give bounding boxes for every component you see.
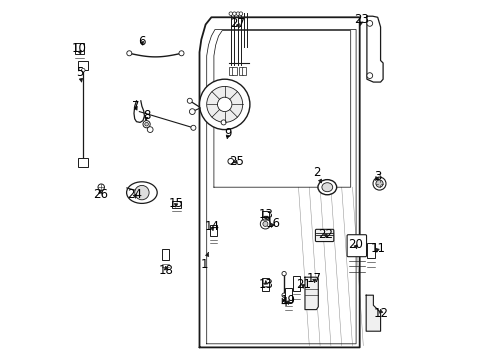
Bar: [232, 67, 236, 75]
Circle shape: [221, 120, 225, 125]
Circle shape: [187, 98, 192, 103]
Text: 27: 27: [229, 17, 244, 30]
Bar: [238, 67, 243, 75]
Bar: [228, 67, 232, 75]
Circle shape: [206, 86, 242, 122]
Text: 7: 7: [131, 100, 139, 113]
Text: 5: 5: [76, 66, 83, 82]
Circle shape: [217, 97, 231, 112]
Bar: [366, 243, 374, 258]
Circle shape: [263, 221, 267, 226]
Bar: [292, 276, 300, 291]
Circle shape: [227, 158, 233, 164]
Circle shape: [372, 177, 385, 190]
Circle shape: [142, 121, 150, 128]
Text: 23: 23: [353, 13, 368, 26]
Text: 19: 19: [280, 294, 295, 307]
Text: 11: 11: [369, 242, 385, 255]
Bar: [78, 158, 88, 167]
Circle shape: [366, 73, 372, 78]
Bar: [241, 67, 245, 75]
Text: 13: 13: [258, 278, 273, 291]
Polygon shape: [366, 295, 380, 331]
Text: 8: 8: [142, 109, 150, 122]
Bar: [261, 278, 268, 291]
Bar: [261, 211, 268, 224]
Text: 20: 20: [347, 238, 362, 251]
FancyBboxPatch shape: [315, 229, 333, 242]
Text: 21: 21: [295, 278, 310, 291]
Ellipse shape: [321, 183, 332, 192]
Text: 9: 9: [224, 127, 232, 140]
Bar: [162, 249, 168, 260]
Circle shape: [228, 12, 232, 15]
Circle shape: [232, 12, 236, 15]
Circle shape: [147, 127, 153, 132]
Bar: [284, 288, 291, 302]
Text: 3: 3: [373, 170, 381, 183]
Circle shape: [366, 21, 372, 26]
Text: 1: 1: [200, 253, 208, 271]
Circle shape: [282, 271, 285, 276]
Text: 12: 12: [373, 307, 388, 320]
Text: 10: 10: [71, 42, 86, 55]
Text: 16: 16: [265, 217, 280, 230]
Text: 13: 13: [258, 208, 273, 221]
Bar: [78, 61, 88, 70]
Circle shape: [260, 219, 270, 229]
Circle shape: [134, 185, 149, 200]
Text: 15: 15: [168, 197, 183, 210]
Text: 2: 2: [312, 166, 321, 183]
Text: 17: 17: [306, 273, 321, 285]
Ellipse shape: [126, 182, 157, 203]
Circle shape: [282, 293, 285, 297]
Circle shape: [179, 51, 183, 56]
Circle shape: [375, 180, 382, 187]
Polygon shape: [305, 277, 318, 310]
Circle shape: [98, 184, 104, 190]
Circle shape: [190, 125, 196, 130]
Text: 25: 25: [229, 156, 244, 168]
Circle shape: [189, 109, 195, 114]
Circle shape: [81, 68, 85, 72]
Bar: [75, 43, 84, 54]
Circle shape: [236, 12, 239, 15]
Circle shape: [239, 12, 242, 15]
Text: 26: 26: [93, 188, 108, 201]
Text: 22: 22: [317, 228, 332, 240]
Bar: [171, 201, 181, 208]
Text: 24: 24: [127, 188, 142, 201]
Text: 6: 6: [138, 35, 145, 48]
Text: 14: 14: [204, 220, 219, 233]
Text: 18: 18: [158, 264, 173, 276]
Circle shape: [199, 79, 249, 130]
Text: 4: 4: [280, 296, 287, 309]
FancyBboxPatch shape: [346, 235, 366, 257]
Ellipse shape: [317, 180, 336, 195]
Circle shape: [144, 122, 148, 126]
Circle shape: [126, 51, 132, 56]
Bar: [210, 225, 216, 236]
